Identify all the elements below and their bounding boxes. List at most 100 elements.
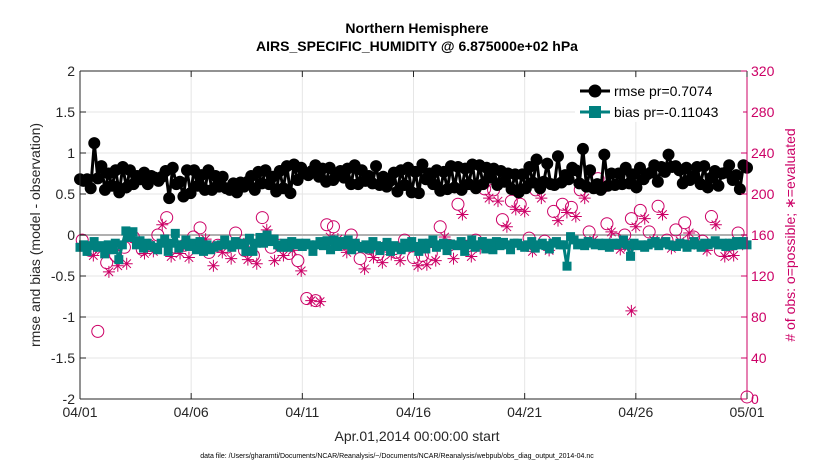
- obs-evaluated-point: [552, 214, 565, 227]
- rmse-point: [576, 142, 589, 155]
- obs-evaluated-point: [216, 246, 229, 259]
- obs-evaluated-point: [560, 206, 573, 219]
- rmse-point: [216, 170, 229, 183]
- x-tick-label: 04/11: [285, 404, 319, 420]
- obs-evaluated-point: [509, 203, 522, 216]
- obs-evaluated-point: [305, 294, 318, 307]
- rmse-point: [651, 175, 664, 188]
- bias-point: [248, 246, 258, 256]
- rmse-point: [562, 173, 575, 186]
- legend-bias-marker: [589, 106, 601, 118]
- bias-point: [407, 237, 417, 247]
- x-tick-label: 05/01: [729, 404, 764, 420]
- legend: rmse pr=0.7074 bias pr=-0.11043: [575, 78, 743, 122]
- bias-series: [75, 226, 752, 271]
- obs-possible-point: [704, 210, 718, 224]
- y-right-tick-label: 240: [751, 145, 775, 161]
- bias-point: [506, 245, 516, 255]
- obs-evaluated-point: [578, 192, 591, 205]
- obs-evaluated-point: [456, 208, 469, 221]
- bias-point: [326, 245, 336, 255]
- rmse-point: [173, 175, 186, 188]
- obs-possible-point: [320, 218, 334, 232]
- rmse-point: [84, 182, 97, 195]
- bias-point: [340, 240, 350, 250]
- obs-evaluated-point: [120, 257, 133, 270]
- bias-point: [456, 237, 466, 247]
- obs-evaluated-point: [447, 252, 460, 265]
- bias-point: [319, 241, 329, 251]
- obs-evaluated-point: [629, 220, 642, 233]
- rmse-point: [551, 150, 564, 163]
- obs-evaluated-point: [429, 254, 442, 267]
- obs-possible-point: [433, 220, 447, 234]
- obs-evaluated-point: [483, 192, 496, 205]
- bias-point: [626, 251, 636, 261]
- bias-point: [255, 232, 265, 242]
- bias-point: [364, 244, 374, 254]
- obs-evaluated-point: [138, 247, 151, 260]
- rmse-point: [541, 157, 554, 170]
- rmse-point: [662, 148, 675, 161]
- obs-possible-point: [495, 213, 509, 227]
- bias-point: [558, 240, 568, 250]
- bias-point: [107, 245, 117, 255]
- bias-point: [181, 235, 191, 245]
- rmse-point: [91, 172, 104, 185]
- y-left-tick-label: 2: [67, 63, 75, 79]
- obs-evaluated-point: [625, 304, 638, 317]
- rmse-point: [416, 158, 429, 171]
- bias-point: [227, 242, 237, 252]
- obs-evaluated-point: [605, 225, 618, 238]
- bias-point: [396, 245, 406, 255]
- y-right-tick-label: 160: [751, 227, 775, 243]
- bias-point: [343, 235, 353, 245]
- x-tick-label: 04/06: [174, 404, 209, 420]
- bias-point: [177, 240, 187, 250]
- obs-evaluated-point: [182, 251, 195, 264]
- y-right-tick-label: 120: [751, 268, 775, 284]
- rmse-point: [730, 169, 743, 182]
- bias-point: [477, 237, 487, 247]
- bias-point: [622, 240, 632, 250]
- bias-point: [244, 233, 254, 243]
- bias-point: [121, 226, 131, 236]
- legend-rmse-marker: [588, 84, 602, 98]
- y-left-tick-label: 1: [67, 145, 75, 161]
- bias-point: [438, 238, 448, 248]
- obs-possible-point: [193, 221, 207, 235]
- obs-possible-point: [504, 194, 518, 208]
- obs-possible-point: [451, 197, 465, 211]
- y-axis-label-left: rmse and bias (model - observation): [27, 123, 43, 347]
- obs-possible-point: [255, 211, 269, 225]
- bias-point: [421, 244, 431, 254]
- bias-point: [167, 238, 177, 248]
- x-tick-label: 04/16: [396, 404, 431, 420]
- obs-possible-point: [160, 211, 174, 225]
- rmse-point: [712, 179, 725, 192]
- y-left-tick-label: -1.5: [51, 350, 75, 366]
- obs-evaluated-point: [569, 210, 582, 223]
- bias-point: [347, 245, 357, 255]
- obs-evaluated-point: [411, 259, 424, 272]
- bias-point: [241, 246, 251, 256]
- bias-point: [128, 227, 138, 237]
- bias-point: [569, 235, 579, 245]
- rmse-point: [516, 168, 529, 181]
- obs-possible-point: [513, 197, 527, 211]
- bias-point: [333, 241, 343, 251]
- bias-point: [135, 236, 145, 246]
- obs-possible-point: [651, 199, 665, 213]
- y-right-tick-label: 200: [751, 186, 775, 202]
- bias-point: [251, 238, 261, 248]
- bias-point: [467, 235, 477, 245]
- y-left-tick-label: -1: [63, 309, 76, 325]
- obs-evaluated-point: [102, 265, 115, 278]
- chart-title-line2: AIRS_SPECIFIC_HUMIDITY @ 6.875000e+02 hP…: [256, 38, 578, 54]
- y-left-tick-label: -2: [63, 391, 76, 407]
- rmse-point: [398, 178, 411, 191]
- bias-point: [188, 238, 198, 248]
- rmse-point: [284, 187, 297, 200]
- bias-point: [283, 242, 293, 252]
